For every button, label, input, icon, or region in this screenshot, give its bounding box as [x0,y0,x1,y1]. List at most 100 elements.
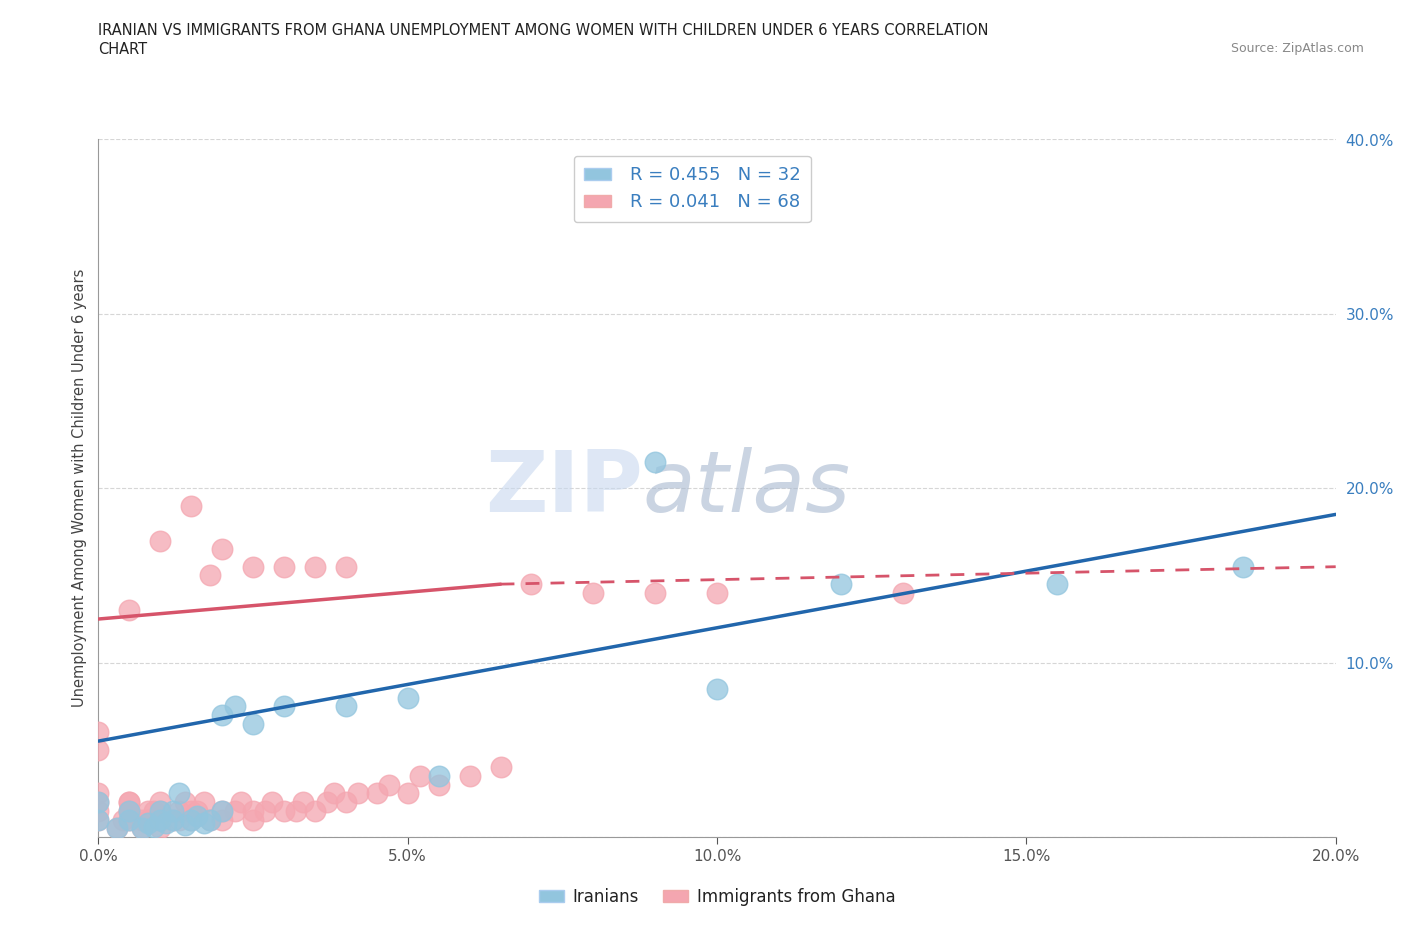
Point [378,777,401,792]
Point [186,804,208,818]
Point [149,821,172,836]
Point [186,809,208,824]
Point [316,794,339,809]
Point [830,577,852,591]
Point [112,812,135,827]
Point [162,812,184,827]
Point [260,794,283,809]
Point [118,794,141,809]
Point [149,533,172,548]
Point [118,812,141,827]
Point [193,794,215,809]
Point [118,804,141,818]
Point [198,568,221,583]
Text: CHART: CHART [98,42,148,57]
Point [87,804,110,818]
Point [644,455,666,470]
Point [167,804,190,818]
Point [291,794,314,809]
Point [118,812,141,827]
Point [396,786,419,801]
Point [273,698,295,713]
Point [211,708,233,723]
Point [211,812,233,827]
Point [174,794,197,809]
Point [180,812,202,827]
Point [1046,577,1069,591]
Point [211,804,233,818]
Point [211,804,233,818]
Text: atlas: atlas [643,446,851,530]
Point [366,786,388,801]
Point [180,804,202,818]
Point [143,804,166,818]
Point [1232,559,1254,574]
Point [335,698,357,713]
Point [149,812,172,827]
Point [304,804,326,818]
Point [162,804,184,818]
Point [131,812,153,827]
Point [224,698,246,713]
Point [242,812,264,827]
Point [520,577,543,591]
Point [149,794,172,809]
Point [458,768,481,783]
Point [644,586,666,601]
Point [304,559,326,574]
Point [162,812,184,827]
Point [335,794,357,809]
Point [706,682,728,697]
Point [211,542,233,557]
Point [105,821,128,836]
Point [131,821,153,836]
Point [193,816,215,830]
Text: ZIP: ZIP [485,446,643,530]
Point [242,559,264,574]
Point [582,586,605,601]
Point [87,794,110,809]
Text: IRANIAN VS IMMIGRANTS FROM GHANA UNEMPLOYMENT AMONG WOMEN WITH CHILDREN UNDER 6 : IRANIAN VS IMMIGRANTS FROM GHANA UNEMPLO… [98,23,988,38]
Point [489,760,512,775]
Point [198,812,221,827]
Point [174,817,197,832]
Point [105,821,128,836]
Point [891,586,914,601]
Point [149,804,172,818]
Point [254,804,277,818]
Point [118,804,141,818]
Point [87,794,110,809]
Point [229,794,252,809]
Point [427,777,450,792]
Point [273,804,295,818]
Point [136,812,159,827]
Point [87,725,110,740]
Point [143,819,166,834]
Y-axis label: Unemployment Among Women with Children Under 6 years: Unemployment Among Women with Children U… [72,269,87,708]
Point [87,812,110,827]
Point [198,812,221,827]
Point [118,794,141,809]
Point [118,603,141,618]
Point [427,768,450,783]
Point [118,804,141,818]
Point [136,816,159,830]
Point [285,804,308,818]
Legend: Iranians, Immigrants from Ghana: Iranians, Immigrants from Ghana [531,881,903,912]
Point [136,804,159,818]
Point [149,812,172,827]
Point [87,812,110,827]
Point [149,804,172,818]
Point [87,786,110,801]
Point [180,812,202,827]
Text: Source: ZipAtlas.com: Source: ZipAtlas.com [1230,42,1364,55]
Point [322,786,344,801]
Point [706,586,728,601]
Point [409,768,432,783]
Point [167,786,190,801]
Point [87,742,110,757]
Point [347,786,370,801]
Legend: R = 0.455   N = 32, R = 0.041   N = 68: R = 0.455 N = 32, R = 0.041 N = 68 [574,155,811,222]
Point [242,804,264,818]
Point [180,498,202,513]
